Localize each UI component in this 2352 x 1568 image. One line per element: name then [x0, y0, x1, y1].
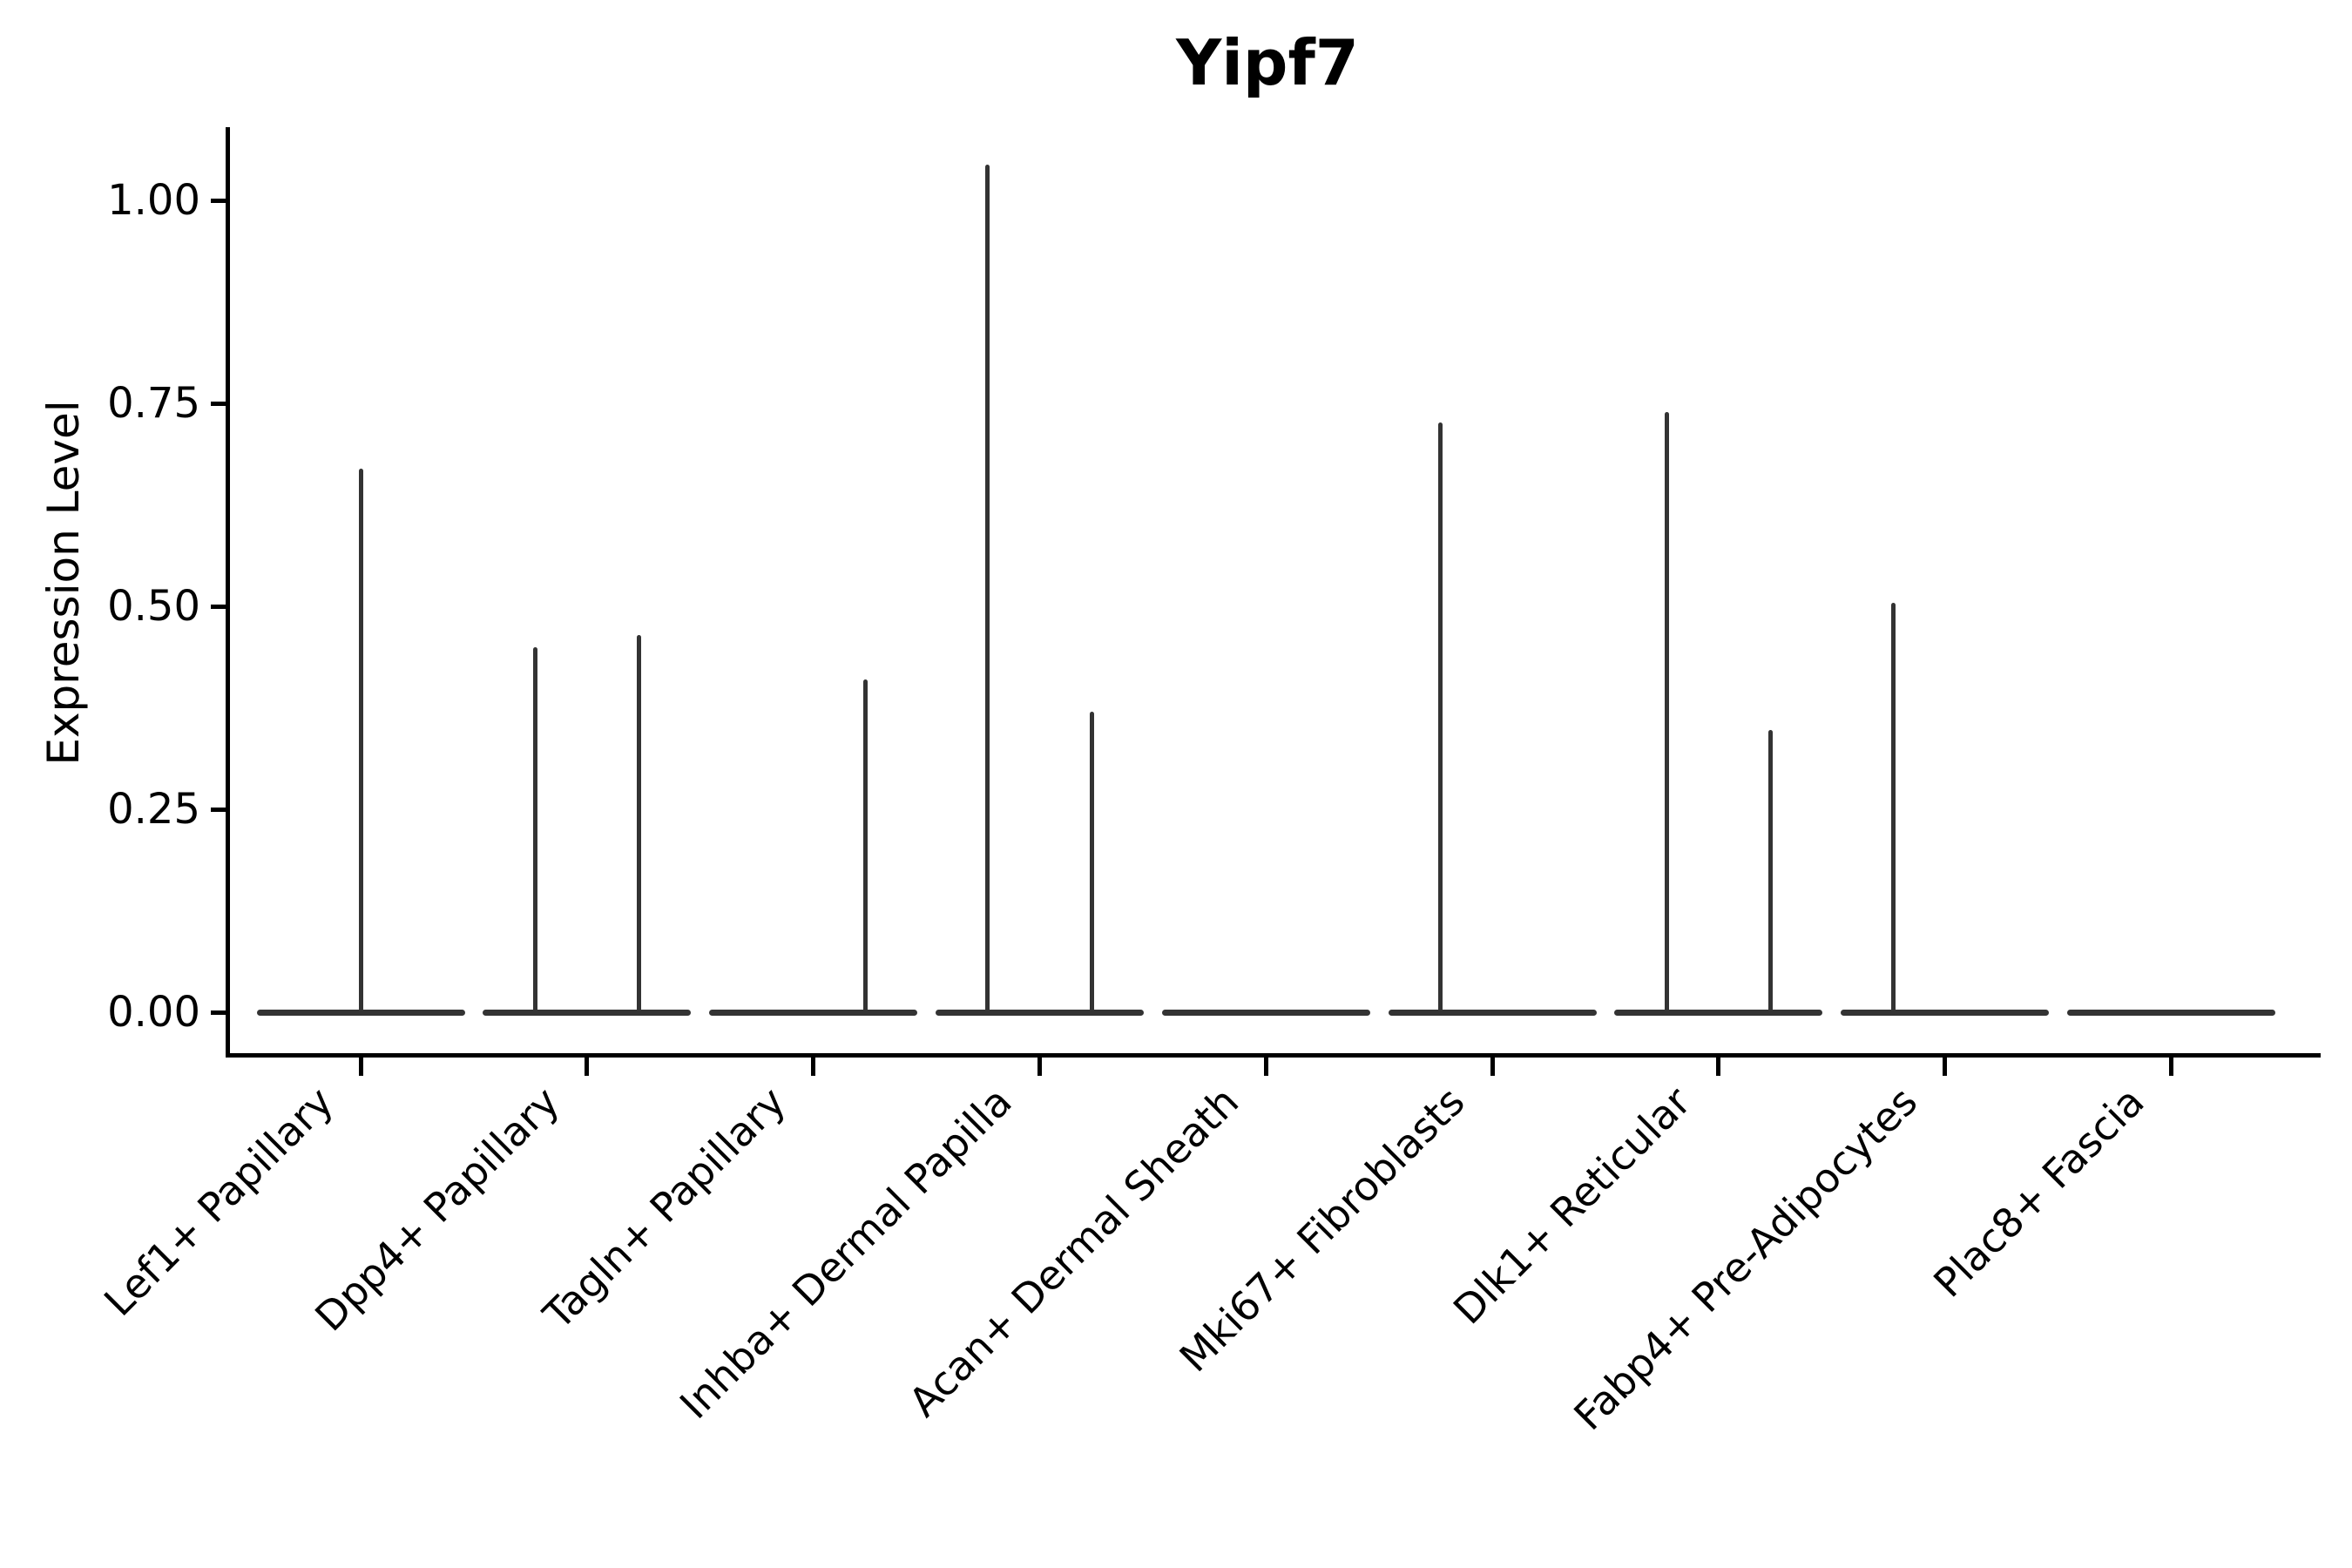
- x-tick-mark: [1490, 1055, 1495, 1076]
- x-tick-mark: [1037, 1055, 1042, 1076]
- y-tick-mark: [211, 401, 226, 406]
- y-tick-mark: [211, 198, 226, 203]
- violin-spike: [1768, 729, 1774, 1016]
- x-tick-label: Tagln+ Papillary: [534, 1078, 795, 1339]
- y-tick-mark: [211, 1010, 226, 1015]
- x-tick-mark: [585, 1055, 590, 1076]
- violin-baseline: [1161, 1009, 1370, 1016]
- x-axis-spine: [226, 1053, 2321, 1058]
- violin-spike: [532, 646, 537, 1016]
- y-axis-spine: [226, 127, 230, 1058]
- violin-baseline: [2067, 1009, 2276, 1016]
- y-tick-label: 1.00: [107, 176, 200, 225]
- violin-spike: [1664, 412, 1669, 1016]
- y-tick-label: 0.75: [107, 379, 200, 428]
- x-tick-label: Lef1+ Papillary: [94, 1078, 342, 1326]
- violin-spike: [985, 164, 990, 1016]
- x-tick-mark: [811, 1055, 816, 1076]
- violin-spike: [1437, 422, 1443, 1016]
- violin-spike: [637, 634, 642, 1016]
- violin-baseline: [935, 1009, 1144, 1016]
- violin-baseline: [1841, 1009, 2050, 1016]
- x-tick-mark: [1943, 1055, 1948, 1076]
- y-tick-mark: [211, 807, 226, 812]
- violin-baseline: [1388, 1009, 1597, 1016]
- x-tick-label: Dlk1+ Reticular: [1444, 1078, 1700, 1334]
- violin-baseline: [483, 1009, 692, 1016]
- violin-baseline: [709, 1009, 918, 1016]
- x-tick-mark: [1263, 1055, 1268, 1076]
- y-tick-label: 0.50: [107, 582, 200, 631]
- x-tick-label: Plac8+ Fascia: [1923, 1078, 2153, 1307]
- x-tick-label: Dpp4+ Papillary: [306, 1078, 569, 1341]
- violin-baseline: [1614, 1009, 1823, 1016]
- chart-title: Yipf7: [1176, 26, 1359, 99]
- x-tick-mark: [1716, 1055, 1721, 1076]
- x-tick-mark: [358, 1055, 363, 1076]
- violin-spike: [1890, 603, 1896, 1016]
- violin-spike: [862, 679, 868, 1016]
- y-tick-label: 0.25: [107, 785, 200, 834]
- y-tick-mark: [211, 604, 226, 609]
- violin-spike: [1089, 712, 1094, 1016]
- x-tick-mark: [2169, 1055, 2174, 1076]
- y-tick-label: 0.00: [107, 988, 200, 1037]
- violin-spike: [358, 468, 363, 1016]
